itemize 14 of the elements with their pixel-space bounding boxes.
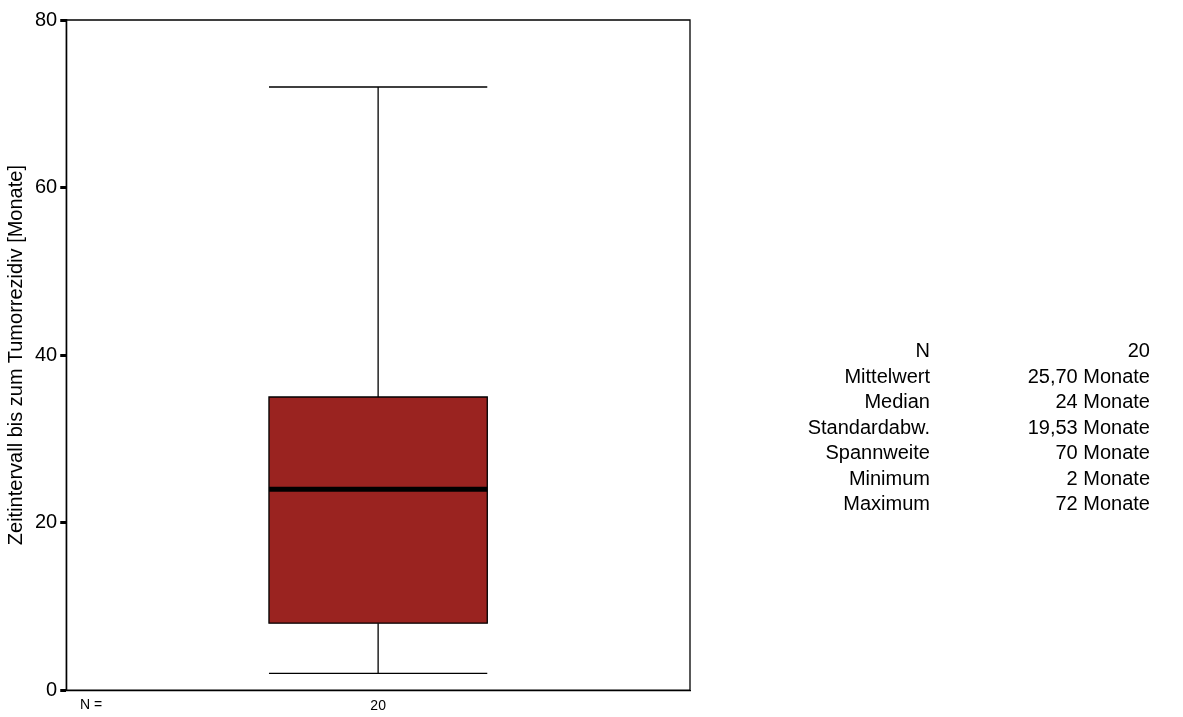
y-tick-label: 60: [35, 175, 58, 198]
text: N =: [80, 696, 103, 713]
y-axis-title: Zeitintervall bis zum Tumorrezidiv [Monate]: [3, 165, 26, 546]
y-tick-label: 0: [46, 677, 58, 700]
text: Maximum 72 Monate: [843, 492, 1150, 514]
text: Minimum 2 Monate: [848, 466, 1150, 489]
y-tick-label: 80: [35, 7, 58, 30]
y-tick-label: 40: [35, 342, 58, 365]
text: Spannweite 70 Monate: [825, 441, 1150, 463]
text: Median 24 Monate: [864, 390, 1150, 412]
text: Standardabw. 19,53 Monate: [807, 415, 1150, 438]
text: Mittelwert 25,70 Monate: [844, 364, 1150, 387]
y-tick-label: 20: [35, 510, 58, 533]
text: N 20: [915, 339, 1150, 361]
